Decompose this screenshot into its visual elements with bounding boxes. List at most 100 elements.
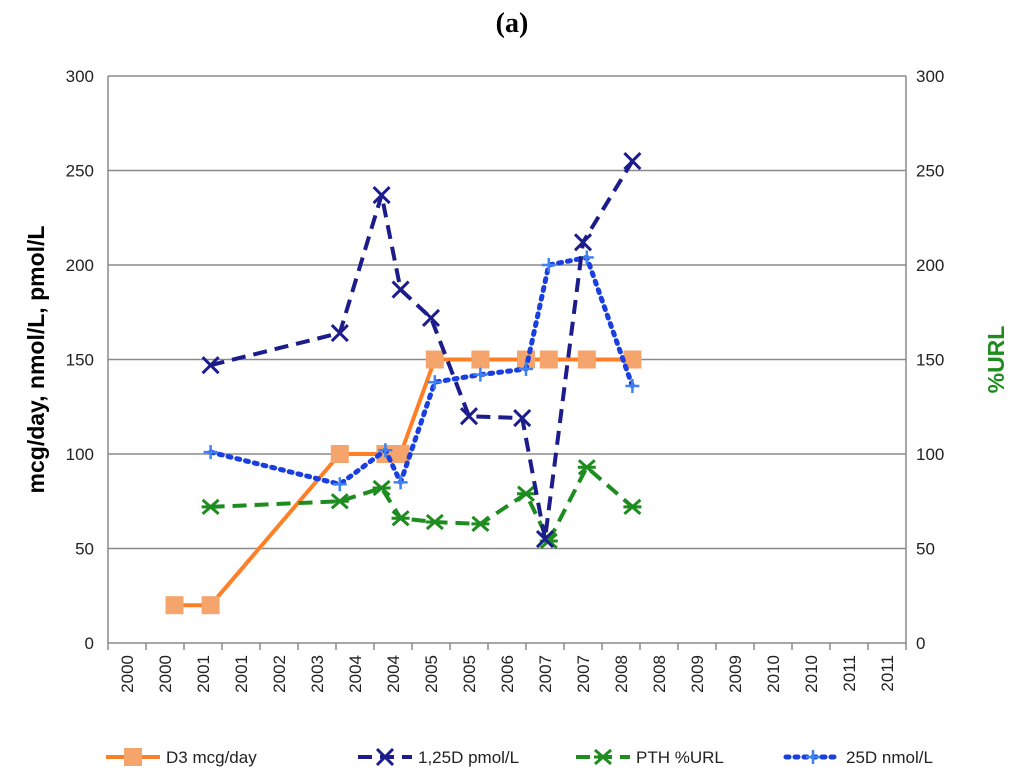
marker-stroke bbox=[375, 747, 395, 767]
y-tick-label: 250 bbox=[66, 162, 94, 181]
x-tick-label: 2008 bbox=[612, 655, 631, 693]
y-tick-label-right: 0 bbox=[916, 634, 925, 653]
data-point bbox=[391, 445, 410, 463]
x-tick-label: 2004 bbox=[384, 655, 403, 693]
series-line bbox=[208, 254, 635, 487]
x-tick-label: 2009 bbox=[726, 655, 745, 693]
data-point bbox=[421, 308, 441, 327]
y-tick-label-right: 100 bbox=[916, 445, 944, 464]
x-tick-label: 2002 bbox=[270, 655, 289, 693]
data-point bbox=[427, 375, 442, 390]
legend-label: PTH %URL bbox=[636, 748, 724, 767]
data-point bbox=[378, 443, 393, 458]
data-point bbox=[165, 596, 184, 615]
series-layer bbox=[165, 151, 642, 615]
data-point bbox=[425, 513, 444, 531]
data-point bbox=[330, 493, 349, 510]
marker-stroke bbox=[573, 233, 593, 252]
y-axis-title: mcg/day, nmol/L, pmol/L bbox=[23, 226, 49, 494]
y-tick-label-right: 150 bbox=[916, 351, 944, 370]
data-point bbox=[623, 151, 642, 171]
data-point bbox=[391, 280, 410, 299]
data-point bbox=[201, 498, 220, 516]
data-point bbox=[372, 186, 391, 205]
series-line bbox=[210, 465, 634, 543]
marker-stroke bbox=[330, 323, 349, 343]
x-tick-label: 2009 bbox=[688, 655, 707, 693]
x-tick-label: 2011 bbox=[840, 655, 859, 692]
data-point bbox=[372, 479, 391, 497]
x-tick-label: 2010 bbox=[802, 655, 821, 693]
x-tick-label: 2006 bbox=[498, 655, 517, 693]
data-point bbox=[577, 459, 596, 476]
y-axis-title-right: %URL bbox=[983, 326, 1009, 394]
data-point bbox=[623, 498, 642, 516]
data-point bbox=[391, 510, 410, 527]
legend: D3 mcg/day 1,25D pmol/L PTH %URL 25D nmol/L bbox=[106, 747, 933, 767]
y-tick-label-right: 300 bbox=[916, 67, 944, 86]
data-point bbox=[577, 350, 596, 369]
data-point bbox=[330, 323, 349, 343]
data-point bbox=[201, 596, 220, 615]
x-tick-label: 2010 bbox=[764, 655, 783, 693]
data-point bbox=[203, 445, 218, 460]
data-point bbox=[471, 515, 490, 533]
x-tick-label: 2000 bbox=[156, 655, 175, 693]
data-point bbox=[471, 350, 490, 369]
legend-label: D3 mcg/day bbox=[166, 748, 257, 767]
x-tick-label: 2003 bbox=[308, 655, 327, 693]
axes: 0 50 100 150 200 250 300 0 50 100 150 200 250 300 2000… bbox=[23, 67, 1009, 693]
data-point bbox=[573, 233, 593, 252]
x-tick-label: 2007 bbox=[574, 655, 593, 693]
marker-stroke bbox=[391, 280, 410, 299]
legend-label: 1,25D pmol/L bbox=[418, 748, 519, 767]
legend-item: PTH %URL bbox=[576, 748, 724, 767]
y-tick-label-right: 50 bbox=[916, 540, 935, 559]
y-tick-label: 150 bbox=[66, 351, 94, 370]
legend-item: D3 mcg/day bbox=[106, 748, 257, 767]
x-tick-label: 2007 bbox=[536, 655, 555, 693]
legend-swatch-marker bbox=[806, 750, 820, 764]
legend-swatch-marker bbox=[594, 748, 612, 766]
data-point bbox=[535, 529, 555, 549]
data-point bbox=[513, 409, 532, 428]
marker-stroke bbox=[201, 356, 220, 375]
series-1-25d-pmol-l bbox=[201, 151, 642, 549]
data-point bbox=[517, 485, 535, 502]
data-point bbox=[459, 407, 479, 426]
marker-stroke bbox=[421, 308, 441, 327]
x-tick-label: 2001 bbox=[232, 655, 251, 693]
x-tick-label: 2004 bbox=[346, 655, 365, 693]
y-tick-label-right: 250 bbox=[916, 162, 944, 181]
x-tick-label: 2005 bbox=[460, 655, 479, 693]
data-point bbox=[625, 378, 640, 393]
x-tick-label: 2008 bbox=[650, 655, 669, 693]
y-tick-label: 200 bbox=[66, 256, 94, 275]
data-point bbox=[473, 367, 488, 382]
x-tick-label: 2000 bbox=[118, 655, 137, 693]
x-tick-label: 2005 bbox=[422, 655, 441, 693]
data-point bbox=[201, 356, 220, 375]
data-point bbox=[393, 475, 408, 490]
marker-stroke bbox=[459, 407, 479, 426]
marker-stroke bbox=[513, 409, 532, 428]
series-line bbox=[210, 160, 635, 542]
y-tick-label: 0 bbox=[85, 634, 94, 653]
data-point bbox=[425, 350, 444, 369]
marker-stroke bbox=[623, 151, 642, 171]
y-tick-label-right: 200 bbox=[916, 256, 944, 275]
data-point bbox=[519, 361, 533, 376]
data-point bbox=[539, 350, 558, 369]
y-tick-label: 100 bbox=[66, 445, 94, 464]
data-point bbox=[330, 445, 349, 463]
x-tick-label: 2011 bbox=[878, 655, 897, 692]
x-tick-label: 2001 bbox=[194, 655, 213, 693]
y-tick-label: 50 bbox=[75, 540, 94, 559]
legend-item: 25D nmol/L bbox=[783, 748, 933, 767]
panel-label: (a) bbox=[495, 8, 529, 39]
data-point bbox=[332, 477, 347, 492]
marker-stroke bbox=[535, 529, 555, 549]
legend-label: 25D nmol/L bbox=[846, 748, 933, 767]
marker-stroke bbox=[372, 186, 391, 205]
